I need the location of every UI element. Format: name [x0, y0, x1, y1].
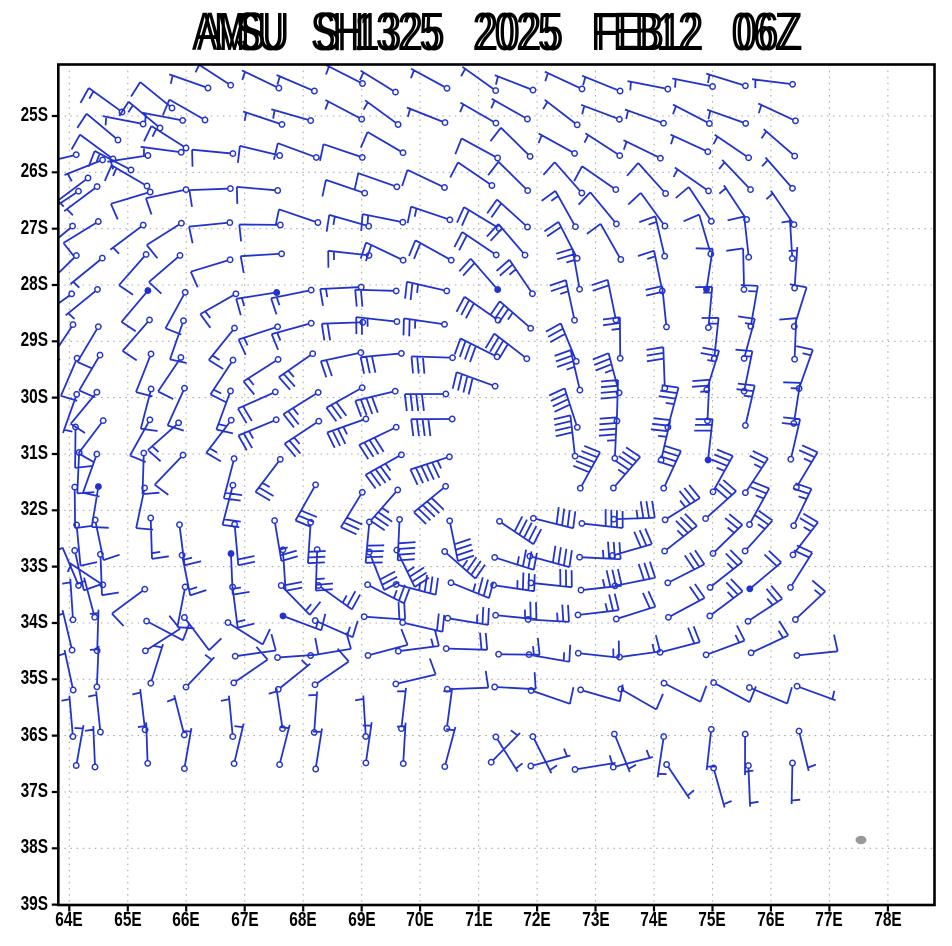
svg-text:2: 2 [683, 1, 704, 61]
svg-text:0: 0 [494, 1, 515, 61]
svg-text:2: 2 [521, 1, 542, 61]
svg-text:E: E [613, 1, 638, 61]
svg-text:1: 1 [359, 1, 380, 61]
svg-text:2: 2 [402, 1, 423, 61]
svg-text:1: 1 [354, 1, 375, 61]
svg-text:S: S [235, 1, 260, 61]
svg-text:M: M [219, 1, 250, 61]
svg-text:B: B [639, 1, 664, 61]
svg-text:F: F [591, 1, 614, 61]
svg-text:5: 5 [543, 1, 564, 61]
svg-text:1: 1 [656, 1, 677, 61]
svg-text:E: E [618, 1, 643, 61]
svg-text:2: 2 [397, 1, 418, 61]
svg-text:2: 2 [678, 1, 699, 61]
svg-text:6: 6 [758, 1, 779, 61]
svg-text:Z: Z [774, 1, 797, 61]
svg-text:S: S [311, 1, 336, 61]
svg-text:S: S [315, 1, 340, 61]
svg-text:3: 3 [376, 1, 397, 61]
svg-text:A: A [192, 1, 217, 61]
svg-text:H: H [332, 1, 359, 61]
svg-text:6: 6 [753, 1, 774, 61]
svg-text:S: S [240, 1, 265, 61]
svg-text:H: H [337, 1, 364, 61]
svg-text:5: 5 [538, 1, 559, 61]
svg-text:Z: Z [780, 1, 803, 61]
svg-text:0: 0 [499, 1, 520, 61]
svg-text:2: 2 [477, 1, 498, 61]
svg-text:2: 2 [516, 1, 537, 61]
svg-text:0: 0 [736, 1, 757, 61]
svg-text:3: 3 [381, 1, 402, 61]
svg-text:U: U [257, 1, 284, 61]
svg-text:5: 5 [419, 1, 440, 61]
svg-text:2: 2 [472, 1, 493, 61]
svg-text:0: 0 [731, 1, 752, 61]
svg-text:M: M [214, 1, 245, 61]
svg-text:1: 1 [661, 1, 682, 61]
svg-text:5: 5 [424, 1, 445, 61]
svg-text:B: B [634, 1, 659, 61]
svg-text:F: F [596, 1, 619, 61]
svg-text:A: A [197, 1, 222, 61]
svg-text:U: U [262, 1, 289, 61]
